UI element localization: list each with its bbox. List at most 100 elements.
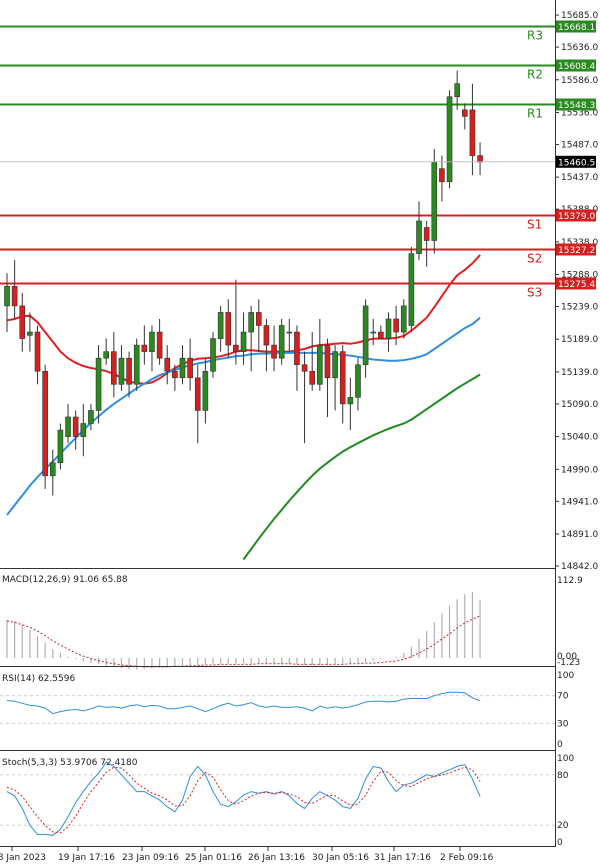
candle-body [263,325,270,346]
candle-body [111,351,117,385]
rsi-levels [0,695,555,724]
price-tick-label: 15090.0 [561,400,598,410]
candle [133,338,140,391]
candle-body [103,351,109,359]
level-name-s1: S1 [527,218,542,232]
candle-body [57,429,64,464]
candle-body [72,416,79,437]
candle [378,325,384,339]
candle-body [4,285,10,307]
candle [240,312,247,365]
candle-body [126,357,132,385]
candle-body [385,318,392,339]
macd-panel: MACD(12,26,9) 91.06 65.88 112.9 0.00-1.23 [2,575,583,670]
price-tick-label: 15536.0 [561,108,598,118]
macd-signal-line [6,615,481,668]
candle [27,312,33,352]
candle [477,142,483,176]
candle [149,325,155,372]
candle [4,273,10,333]
level-name-r1: R1 [527,107,543,121]
level-tag-bg [556,243,596,256]
candle-body [301,364,308,372]
candle [286,318,293,352]
candle-body [233,344,239,352]
candle-body [454,83,460,98]
candle-body [378,331,384,339]
candle-body [309,370,316,385]
candle-body [431,161,438,241]
time-tick-label: 2 Feb 09:16 [440,853,494,863]
candle [88,403,94,431]
candle [80,403,87,457]
candle [65,403,71,444]
candle [217,305,224,352]
level-tag-bg [556,20,596,33]
candle-body [370,331,377,334]
candle [111,332,117,398]
level-tag-s2: 15327.2 [558,246,595,256]
level-name-r2: R2 [527,68,543,82]
level-tag-r2: 15608.4 [558,62,595,72]
price-tick-label: 15487.0 [561,140,598,150]
candle-body [278,325,285,359]
candle [103,338,109,365]
candle-body [187,357,193,379]
candle-body [347,397,354,405]
stoch-tick-label: 100 [557,754,574,764]
candle [118,345,125,391]
level-name-s2: S2 [527,252,542,266]
candle [202,358,209,424]
candle-body [179,357,186,379]
macd-tick-label: 0.00 [557,652,577,662]
candle [400,299,407,339]
candle-body [49,462,56,477]
level-tag-bg [556,98,596,111]
candle-body [149,331,155,352]
candle [385,312,392,352]
price-tick-label: 15040.0 [561,433,598,443]
level-tag-r1: 15548.3 [558,101,595,111]
time-tick-label: 25 Jan 01:16 [185,853,242,863]
stoch-panel: Stoch(5,3,3) 53.9706 72.4180 100 80 20 0 [0,754,574,848]
candle-body [156,331,163,359]
time-tick-label: 31 Jan 17:16 [374,853,431,863]
candle-body [332,351,338,379]
price-tick-label: 15685.0 [561,11,598,21]
candle [431,149,438,254]
candle [347,377,354,431]
candle [49,449,56,496]
macd-tick-label: 112.9 [557,576,583,586]
candle-body [271,344,277,359]
candle-body [172,370,178,379]
level-tag-bg [556,209,596,222]
candle [263,318,270,372]
current-price-tag-bg [556,155,596,168]
candle-body [461,109,468,117]
candle [164,345,171,385]
candle [461,103,468,130]
candle-body [210,338,216,372]
candle [126,351,132,398]
stoch-k-line [6,761,481,836]
candle-body [88,410,94,424]
candle [233,279,239,365]
candle-body [34,331,41,372]
price-tick-label: 14990.0 [561,465,598,475]
macd-axis: 112.9 0.00-1.23 [557,576,583,668]
candle-body [324,344,331,379]
candle-body [423,227,430,241]
candle-body [225,312,232,346]
price-panel: 15685.0 15636.0 15586.0 15536.0 15487.0 15437… [0,11,598,572]
level-tag-r3: 15668.1 [558,23,595,33]
candle-body [118,357,125,385]
candle [210,332,216,378]
candle [57,423,64,470]
price-tick-label: 15139.0 [561,368,598,378]
candle [19,292,26,352]
candle-body [339,351,346,405]
candle [339,345,346,424]
candle-body [393,318,399,333]
candle-body [202,370,209,411]
candle-body [133,344,140,385]
